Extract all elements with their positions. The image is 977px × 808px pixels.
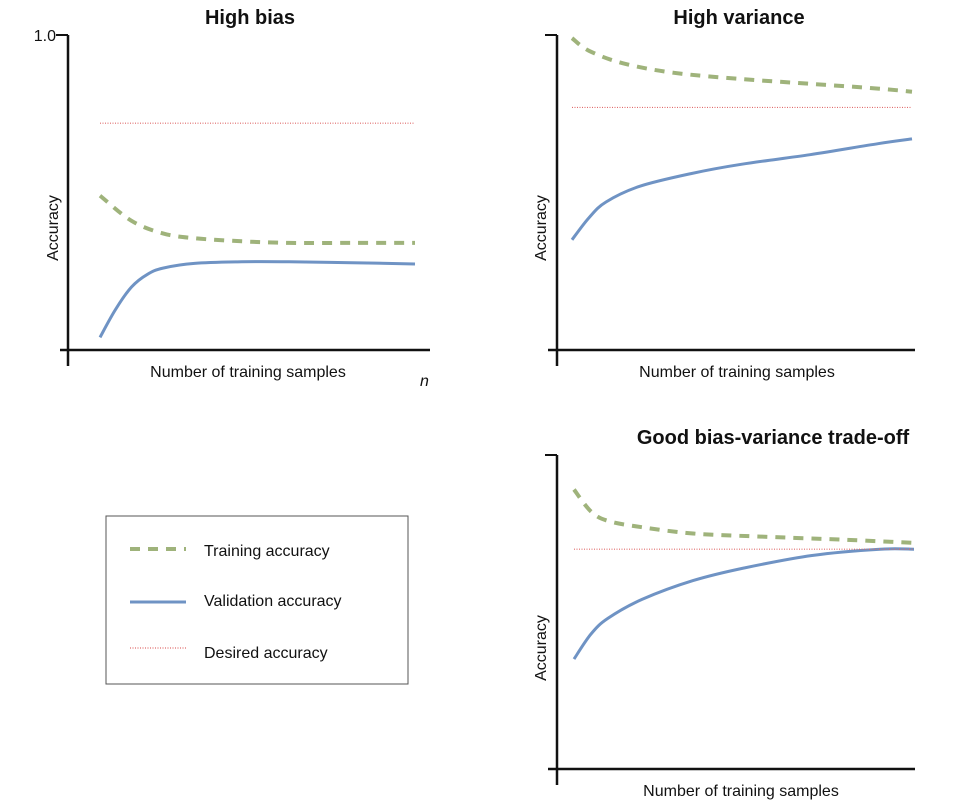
series-line-validation	[570, 137, 913, 241]
series-layer	[98, 122, 416, 339]
legend-label-training: Training accuracy	[204, 543, 330, 560]
series-line-training	[570, 36, 913, 94]
series-line-training	[572, 488, 915, 545]
series-line-validation	[572, 547, 915, 660]
chart-title: High variance	[673, 7, 804, 29]
series-line-validation	[98, 260, 416, 339]
y-tick-label: 1.0	[34, 28, 56, 45]
legend-box	[105, 515, 409, 685]
series-line-training	[98, 194, 415, 246]
chart-panel-good-trade-off: Good bias-variance trade-off Number of t…	[533, 427, 915, 800]
series-layer	[572, 488, 915, 660]
x-axis-label: Number of training samples	[639, 364, 835, 381]
legend: Training accuracy Validation accuracy De…	[105, 515, 409, 685]
y-axis-label: Accuracy	[45, 195, 62, 261]
x-axis-label: Number of training samples	[643, 783, 839, 800]
y-axis-label: Accuracy	[533, 195, 550, 261]
x-axis-label: Number of training samples	[150, 364, 346, 381]
chart-panel-high-variance: High variance Number of training samples…	[533, 7, 915, 381]
legend-label-validation: Validation accuracy	[204, 593, 342, 610]
legend-label-desired: Desired accuracy	[204, 645, 328, 662]
chart-title: High bias	[205, 7, 295, 29]
chart-panel-high-bias: High bias 1.0 Number of training samples…	[34, 7, 430, 390]
y-axis-label: Accuracy	[533, 615, 550, 681]
chart-title: Good bias-variance trade-off	[637, 427, 910, 449]
series-layer	[570, 36, 913, 241]
x-axis-end-label: n	[420, 373, 429, 390]
